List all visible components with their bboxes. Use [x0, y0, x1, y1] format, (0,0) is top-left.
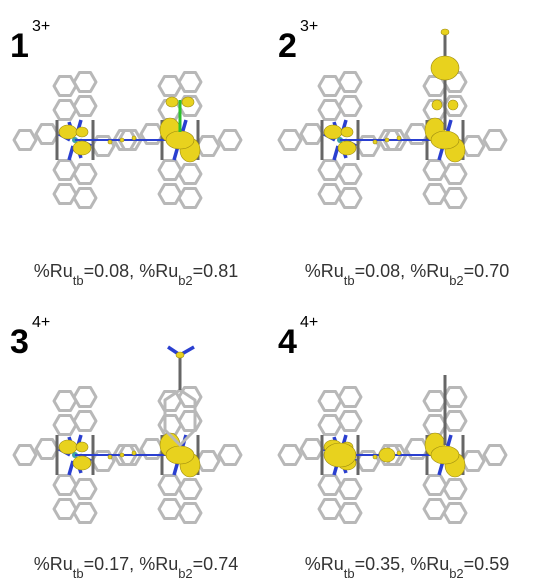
caption-sub: b2	[178, 273, 192, 288]
panel: 3 4+ %Rutb=0.17, %Rub2=0.74	[10, 314, 241, 580]
caption-part: =0.74	[193, 554, 239, 574]
caption-part: =0.35, %Ru	[355, 554, 450, 574]
molecule	[14, 347, 241, 523]
caption-part: =0.17, %Ru	[84, 554, 179, 574]
panel-number: 4	[278, 323, 297, 361]
caption: %Rutb=0.35, %Rub2=0.59	[305, 554, 509, 580]
figure: 1 3+ %Rutb=0.08, %Rub2=0.81 2 3+ %Rutb=0…	[0, 0, 543, 580]
caption-part: %Ru	[34, 554, 73, 574]
caption: %Rutb=0.08, %Rub2=0.81	[34, 261, 238, 288]
molecule	[14, 73, 241, 208]
caption-part: %Ru	[34, 261, 73, 281]
caption-part: %Ru	[305, 261, 344, 281]
molecule	[279, 29, 506, 208]
caption-sub: tb	[344, 273, 355, 288]
panel-number: 2	[278, 27, 297, 65]
panel-charge: 3+	[32, 18, 50, 35]
panel: 4 4+ %Rutb=0.35, %Rub2=0.59	[278, 314, 509, 580]
panel: 1 3+ %Rutb=0.08, %Rub2=0.81	[10, 18, 241, 288]
caption-part: =0.08, %Ru	[84, 261, 179, 281]
caption-part: =0.81	[193, 261, 239, 281]
molecule	[279, 375, 506, 523]
caption-sub: b2	[178, 566, 192, 580]
caption-sub: tb	[73, 566, 84, 580]
caption-part: =0.08, %Ru	[355, 261, 450, 281]
panel: 2 3+ %Rutb=0.08, %Rub2=0.70	[278, 18, 509, 288]
caption-sub: b2	[449, 273, 463, 288]
caption: %Rutb=0.17, %Rub2=0.74	[34, 554, 238, 580]
caption-part: %Ru	[305, 554, 344, 574]
caption-part: =0.59	[464, 554, 510, 574]
caption-part: =0.70	[464, 261, 510, 281]
caption-sub: b2	[449, 566, 463, 580]
caption: %Rutb=0.08, %Rub2=0.70	[305, 261, 509, 288]
caption-sub: tb	[73, 273, 84, 288]
caption-sub: tb	[344, 566, 355, 580]
panel-number: 3	[10, 323, 29, 361]
panel-charge: 4+	[300, 314, 318, 331]
panel-charge: 4+	[32, 314, 50, 331]
panel-number: 1	[10, 27, 29, 65]
panel-charge: 3+	[300, 18, 318, 35]
